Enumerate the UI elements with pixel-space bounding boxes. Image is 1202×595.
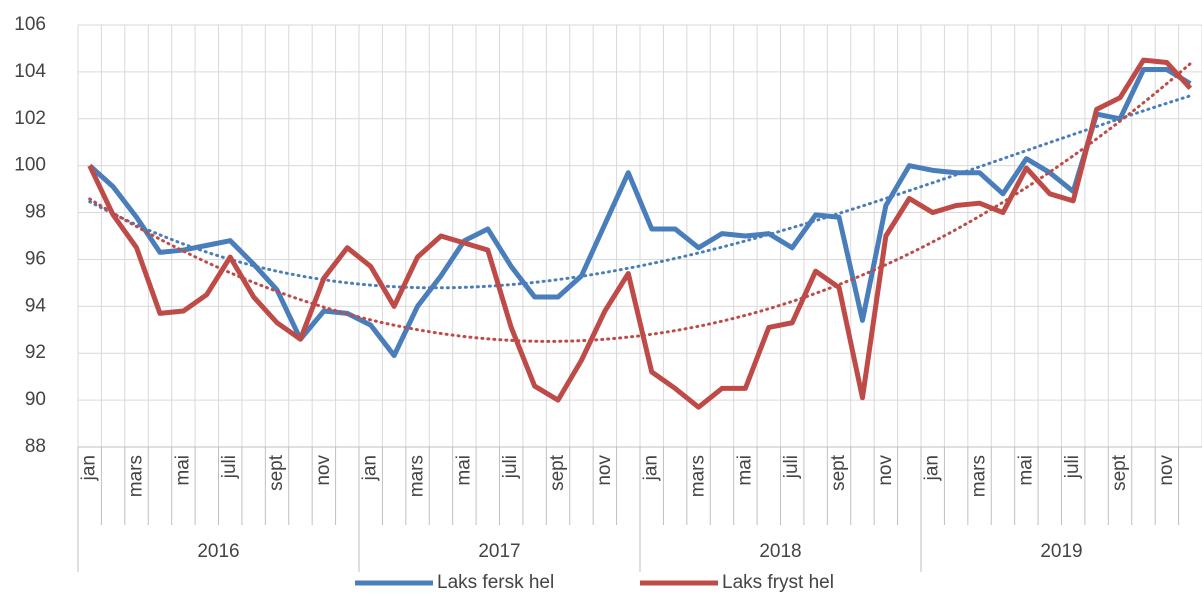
year-label: 2019 <box>1040 541 1082 562</box>
series-line <box>88 67 1192 359</box>
series-line <box>87 57 1193 410</box>
x-tick-label: mai <box>1015 455 1036 486</box>
x-tick-label: jan <box>922 455 943 481</box>
x-tick-label: juli <box>1062 455 1083 479</box>
y-tick-label: 106 <box>14 14 46 35</box>
x-tick-label: sept <box>547 454 568 491</box>
y-tick-label: 98 <box>25 202 46 223</box>
x-tick-label: nov <box>594 455 615 486</box>
x-tick-label: mai <box>172 455 193 486</box>
y-tick-label: 100 <box>14 155 46 176</box>
x-tick-label: sept <box>1109 454 1130 491</box>
x-tick-label: sept <box>266 454 287 491</box>
x-tick-label: juli <box>500 455 521 479</box>
year-label: 2016 <box>197 541 239 562</box>
x-tick-label: juli <box>219 455 240 479</box>
trendline <box>88 94 1192 290</box>
x-tick-label: jan <box>360 455 381 481</box>
y-tick-label: 96 <box>25 248 46 269</box>
x-tick-label: mars <box>969 455 990 497</box>
x-tick-label: jan <box>79 455 100 481</box>
x-tick-label: mai <box>734 455 755 486</box>
x-tick-label: nov <box>875 455 896 486</box>
trendline <box>88 62 1192 343</box>
y-tick-label: 92 <box>25 342 46 363</box>
x-tick-label: mars <box>688 455 709 497</box>
x-tick-label: nov <box>313 455 334 486</box>
y-tick-label: 94 <box>25 295 47 316</box>
year-label: 2018 <box>759 541 801 562</box>
legend-label: Laks fryst hel <box>722 572 834 593</box>
x-tick-label: juli <box>781 455 802 479</box>
x-tick-label: nov <box>1156 455 1177 486</box>
legend-label: Laks fersk hel <box>437 572 554 593</box>
x-tick-label: mars <box>126 455 147 497</box>
y-tick-label: 102 <box>14 108 46 129</box>
year-label: 2017 <box>478 541 520 562</box>
x-tick-label: mai <box>453 455 474 486</box>
x-tick-label: jan <box>641 455 662 481</box>
y-tick-label: 88 <box>25 436 46 457</box>
x-tick-label: sept <box>828 454 849 491</box>
y-tick-label: 90 <box>25 389 46 410</box>
x-tick-label: mars <box>407 455 428 497</box>
y-tick-label: 104 <box>14 61 46 82</box>
